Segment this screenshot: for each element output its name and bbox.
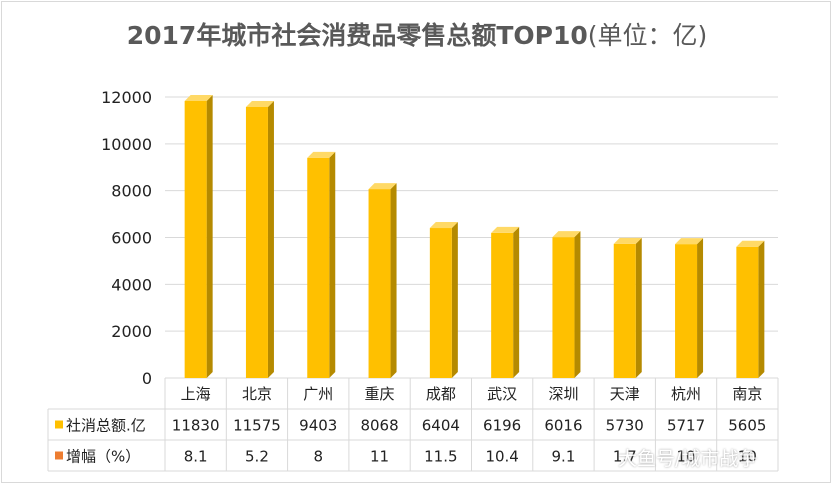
chart-title: 2017年城市社会消费品零售总额TOP10(单位：亿) [0,16,834,52]
table-cell: 5730 [606,417,644,435]
bar-side [329,151,336,378]
table-cell: 8 [313,448,323,466]
chart-title-main: 2017年城市社会消费品零售总额TOP10 [126,21,588,50]
y-tick-label: 6000 [111,229,152,248]
category-label: 武汉 [487,385,517,403]
table-cell: 6404 [422,417,460,435]
legend-key [55,420,63,429]
bar-side [267,100,274,378]
bar-top [736,240,765,247]
bar-side [513,226,520,378]
bar-上海 [184,94,213,378]
table-cell: 11575 [233,417,281,435]
category-label: 北京 [242,385,272,403]
table-cell: 10 [738,448,757,466]
bar-top [552,231,581,238]
watermark: 大鱼号/城市战争 [618,448,758,470]
table-cell: 6196 [483,417,521,435]
bar-front [429,228,452,378]
table-cell: 8.1 [184,448,208,466]
y-tick-label: 12000 [101,88,152,107]
table-cell: 10.4 [485,448,518,466]
category-label: 广州 [303,385,333,403]
bar-front [552,237,575,378]
table-cell: 6016 [544,417,582,435]
bar-top [245,100,274,107]
y-tick-label: 4000 [111,275,152,294]
bar-广州 [307,151,336,378]
bar-front [675,244,698,378]
bar-重庆 [368,183,397,378]
y-tick-label: 10000 [101,135,152,154]
bar-side [390,183,397,378]
category-label: 南京 [732,385,762,403]
bar-side [206,94,213,378]
bar-front [184,100,207,378]
table-cell: 11830 [172,417,220,435]
category-label: 天津 [610,385,640,403]
bar-南京 [736,240,765,378]
table-cell: 9403 [299,417,337,435]
bar-side [451,222,458,378]
bar-front [736,246,759,378]
bar-front [368,189,391,378]
y-tick-label: 8000 [111,182,152,201]
table-cell: 5717 [667,417,705,435]
bar-top [368,183,397,190]
table-cell: 11.5 [424,448,457,466]
category-label: 上海 [181,385,211,403]
y-tick-label: 2000 [111,322,152,341]
bar-深圳 [552,231,581,378]
bar-front [613,243,636,378]
bar-top [491,226,520,233]
bar-top [307,151,336,158]
chart-title-unit: (单位：亿) [587,21,708,50]
legend-key [55,451,63,460]
table-cell: 1.7 [613,448,637,466]
category-label: 成都 [426,385,456,403]
bar-front [491,232,514,378]
table-row-header: 社消总额.亿 [66,417,146,435]
table-cell: 5.2 [245,448,269,466]
bar-杭州 [675,238,704,378]
category-label: 杭州 [671,385,701,403]
y-tick-label: 0 [142,369,152,388]
bar-top [429,222,458,229]
table-cell: 8068 [360,417,398,435]
bar-top [675,238,704,245]
table-cell: 5605 [728,417,766,435]
bar-武汉 [491,226,520,378]
table-cell: 10 [677,448,696,466]
bar-top [613,237,642,244]
table-cell: 11 [370,448,389,466]
bar-front [245,106,268,378]
table-cell: 9.1 [552,448,576,466]
bar-side [758,240,765,378]
category-label: 重庆 [365,385,395,403]
bar-side [635,237,642,378]
bar-top [184,94,213,101]
category-label: 深圳 [548,385,578,403]
bar-front [307,157,330,378]
bar-天津 [613,237,642,378]
bar-北京 [245,100,274,378]
table-row-header: 增幅（%） [66,448,140,466]
bar-side [697,238,704,378]
bar-成都 [429,222,458,378]
bar-side [574,231,581,378]
